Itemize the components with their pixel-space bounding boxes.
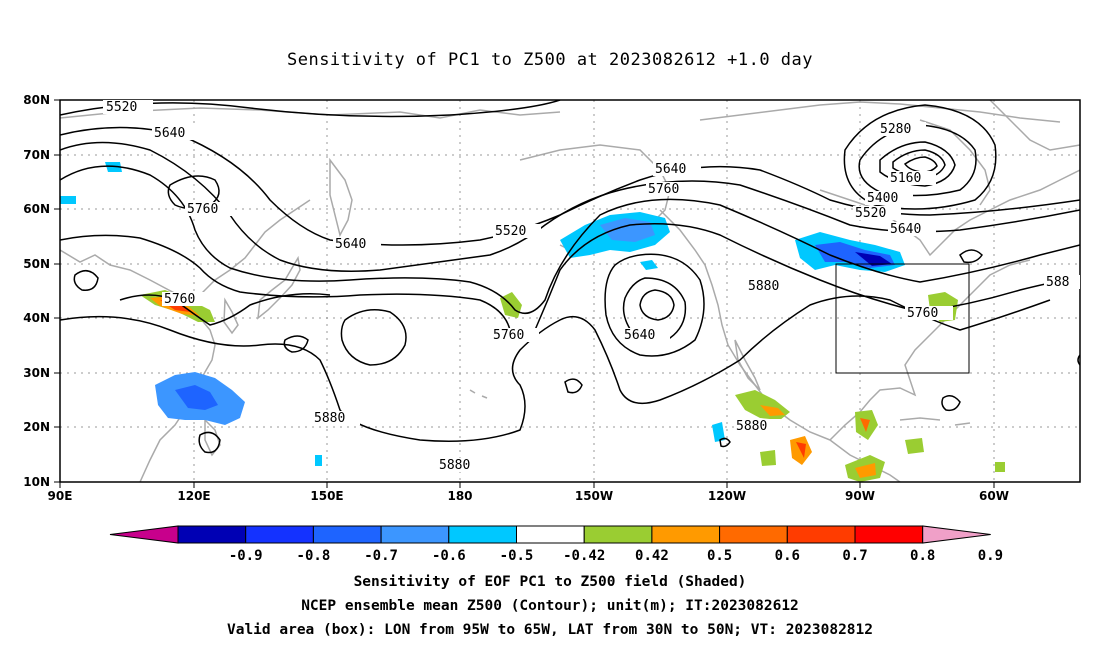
lat-label-30n: 30N <box>23 366 50 380</box>
contour-label: 5640 <box>655 162 686 177</box>
colorbar-label: -0.42 <box>563 548 605 564</box>
colorbar-swatch <box>448 525 517 544</box>
colorbar-label: -0.7 <box>364 548 398 564</box>
contour-label: 5640 <box>154 126 185 141</box>
contour-label: 5640 <box>335 237 366 252</box>
map-frame <box>59 99 1081 483</box>
contour-label: 5640 <box>890 222 921 237</box>
lon-label-90w: 90W <box>845 489 875 503</box>
colorbar-label: 0.6 <box>775 548 800 564</box>
contour-label: 5880 <box>736 419 767 434</box>
lat-label-10n: 10N <box>23 475 50 489</box>
lon-label-60w: 60W <box>979 489 1009 503</box>
contour-label: 5760 <box>907 306 938 321</box>
lat-label-80n: 80N <box>23 93 50 107</box>
contour-label: 5520 <box>855 206 886 221</box>
colorbar-swatch <box>312 525 382 544</box>
colorbar-swatch <box>516 525 585 544</box>
longitude-labels: 90E 120E 150E 180 150W 120W 90W 60W <box>48 489 1009 503</box>
axis-ticks <box>54 99 995 488</box>
contour-labels: 5520 5640 5760 5640 5760 5520 5640 5760 … <box>103 100 1080 473</box>
lon-label-150e: 150E <box>310 489 343 503</box>
colorbar-swatch <box>380 525 450 544</box>
contour-label: 588 <box>1046 275 1069 290</box>
colorbar-swatch <box>651 525 721 544</box>
lat-label-70n: 70N <box>23 148 50 162</box>
caption-line-3: Valid area (box): LON from 95W to 65W, L… <box>226 622 873 638</box>
colorbar-high-end <box>922 525 991 544</box>
contour-label: 5520 <box>106 100 137 115</box>
caption-line-1: Sensitivity of EOF PC1 to Z500 field (Sh… <box>353 574 747 590</box>
latitude-labels: 80N 70N 60N 50N 40N 30N 20N 10N <box>23 93 50 489</box>
colorbar-label: 0.7 <box>842 548 867 564</box>
colorbar-swatch <box>854 525 924 544</box>
lat-label-20n: 20N <box>23 420 50 434</box>
contour-label: 5760 <box>164 292 195 307</box>
caption-line-2: NCEP ensemble mean Z500 (Contour); unit(… <box>301 598 799 614</box>
contour-label: 5640 <box>624 328 655 343</box>
lat-label-60n: 60N <box>23 202 50 216</box>
lon-label-150w: 150W <box>575 489 613 503</box>
lat-label-40n: 40N <box>23 311 50 325</box>
colorbar-swatch <box>177 525 247 544</box>
contour-label: 5880 <box>748 279 779 294</box>
colorbar-swatch <box>245 525 314 544</box>
colorbar-low-end <box>109 525 179 544</box>
colorbar: -0.9 -0.8 -0.7 -0.6 -0.5 -0.42 0.42 0.5 0.6 0.7 0.… <box>109 525 1003 564</box>
colorbar-label: -0.9 <box>229 548 263 564</box>
colorbar-swatch <box>786 525 856 544</box>
contour-label: 5160 <box>890 171 921 186</box>
colorbar-label: 0.9 <box>978 548 1003 564</box>
contour-label: 5880 <box>439 458 470 473</box>
chart-title: Sensitivity of PC1 to Z500 at 2023082612… <box>286 50 813 70</box>
colorbar-label: 0.8 <box>910 548 935 564</box>
contour-label: 5280 <box>880 122 911 137</box>
colorbar-label: 0.5 <box>707 548 732 564</box>
contour-label: 5520 <box>495 224 526 239</box>
lon-label-120w: 120W <box>708 489 746 503</box>
lon-label-180: 180 <box>447 489 472 503</box>
lon-label-120e: 120E <box>177 489 210 503</box>
colorbar-swatch <box>719 525 788 544</box>
colorbar-swatch <box>583 525 653 544</box>
lat-label-50n: 50N <box>23 257 50 271</box>
contour-label: 5760 <box>187 202 218 217</box>
colorbar-label: -0.8 <box>297 548 331 564</box>
contour-label: 5760 <box>648 182 679 197</box>
colorbar-label: -0.6 <box>432 548 466 564</box>
colorbar-label: -0.5 <box>500 548 534 564</box>
lon-label-90e: 90E <box>48 489 73 503</box>
contour-label: 5400 <box>867 191 898 206</box>
contour-label: 5760 <box>493 328 524 343</box>
valid-area-box <box>835 263 970 374</box>
contour-label: 5880 <box>314 411 345 426</box>
colorbar-label: 0.42 <box>635 548 669 564</box>
